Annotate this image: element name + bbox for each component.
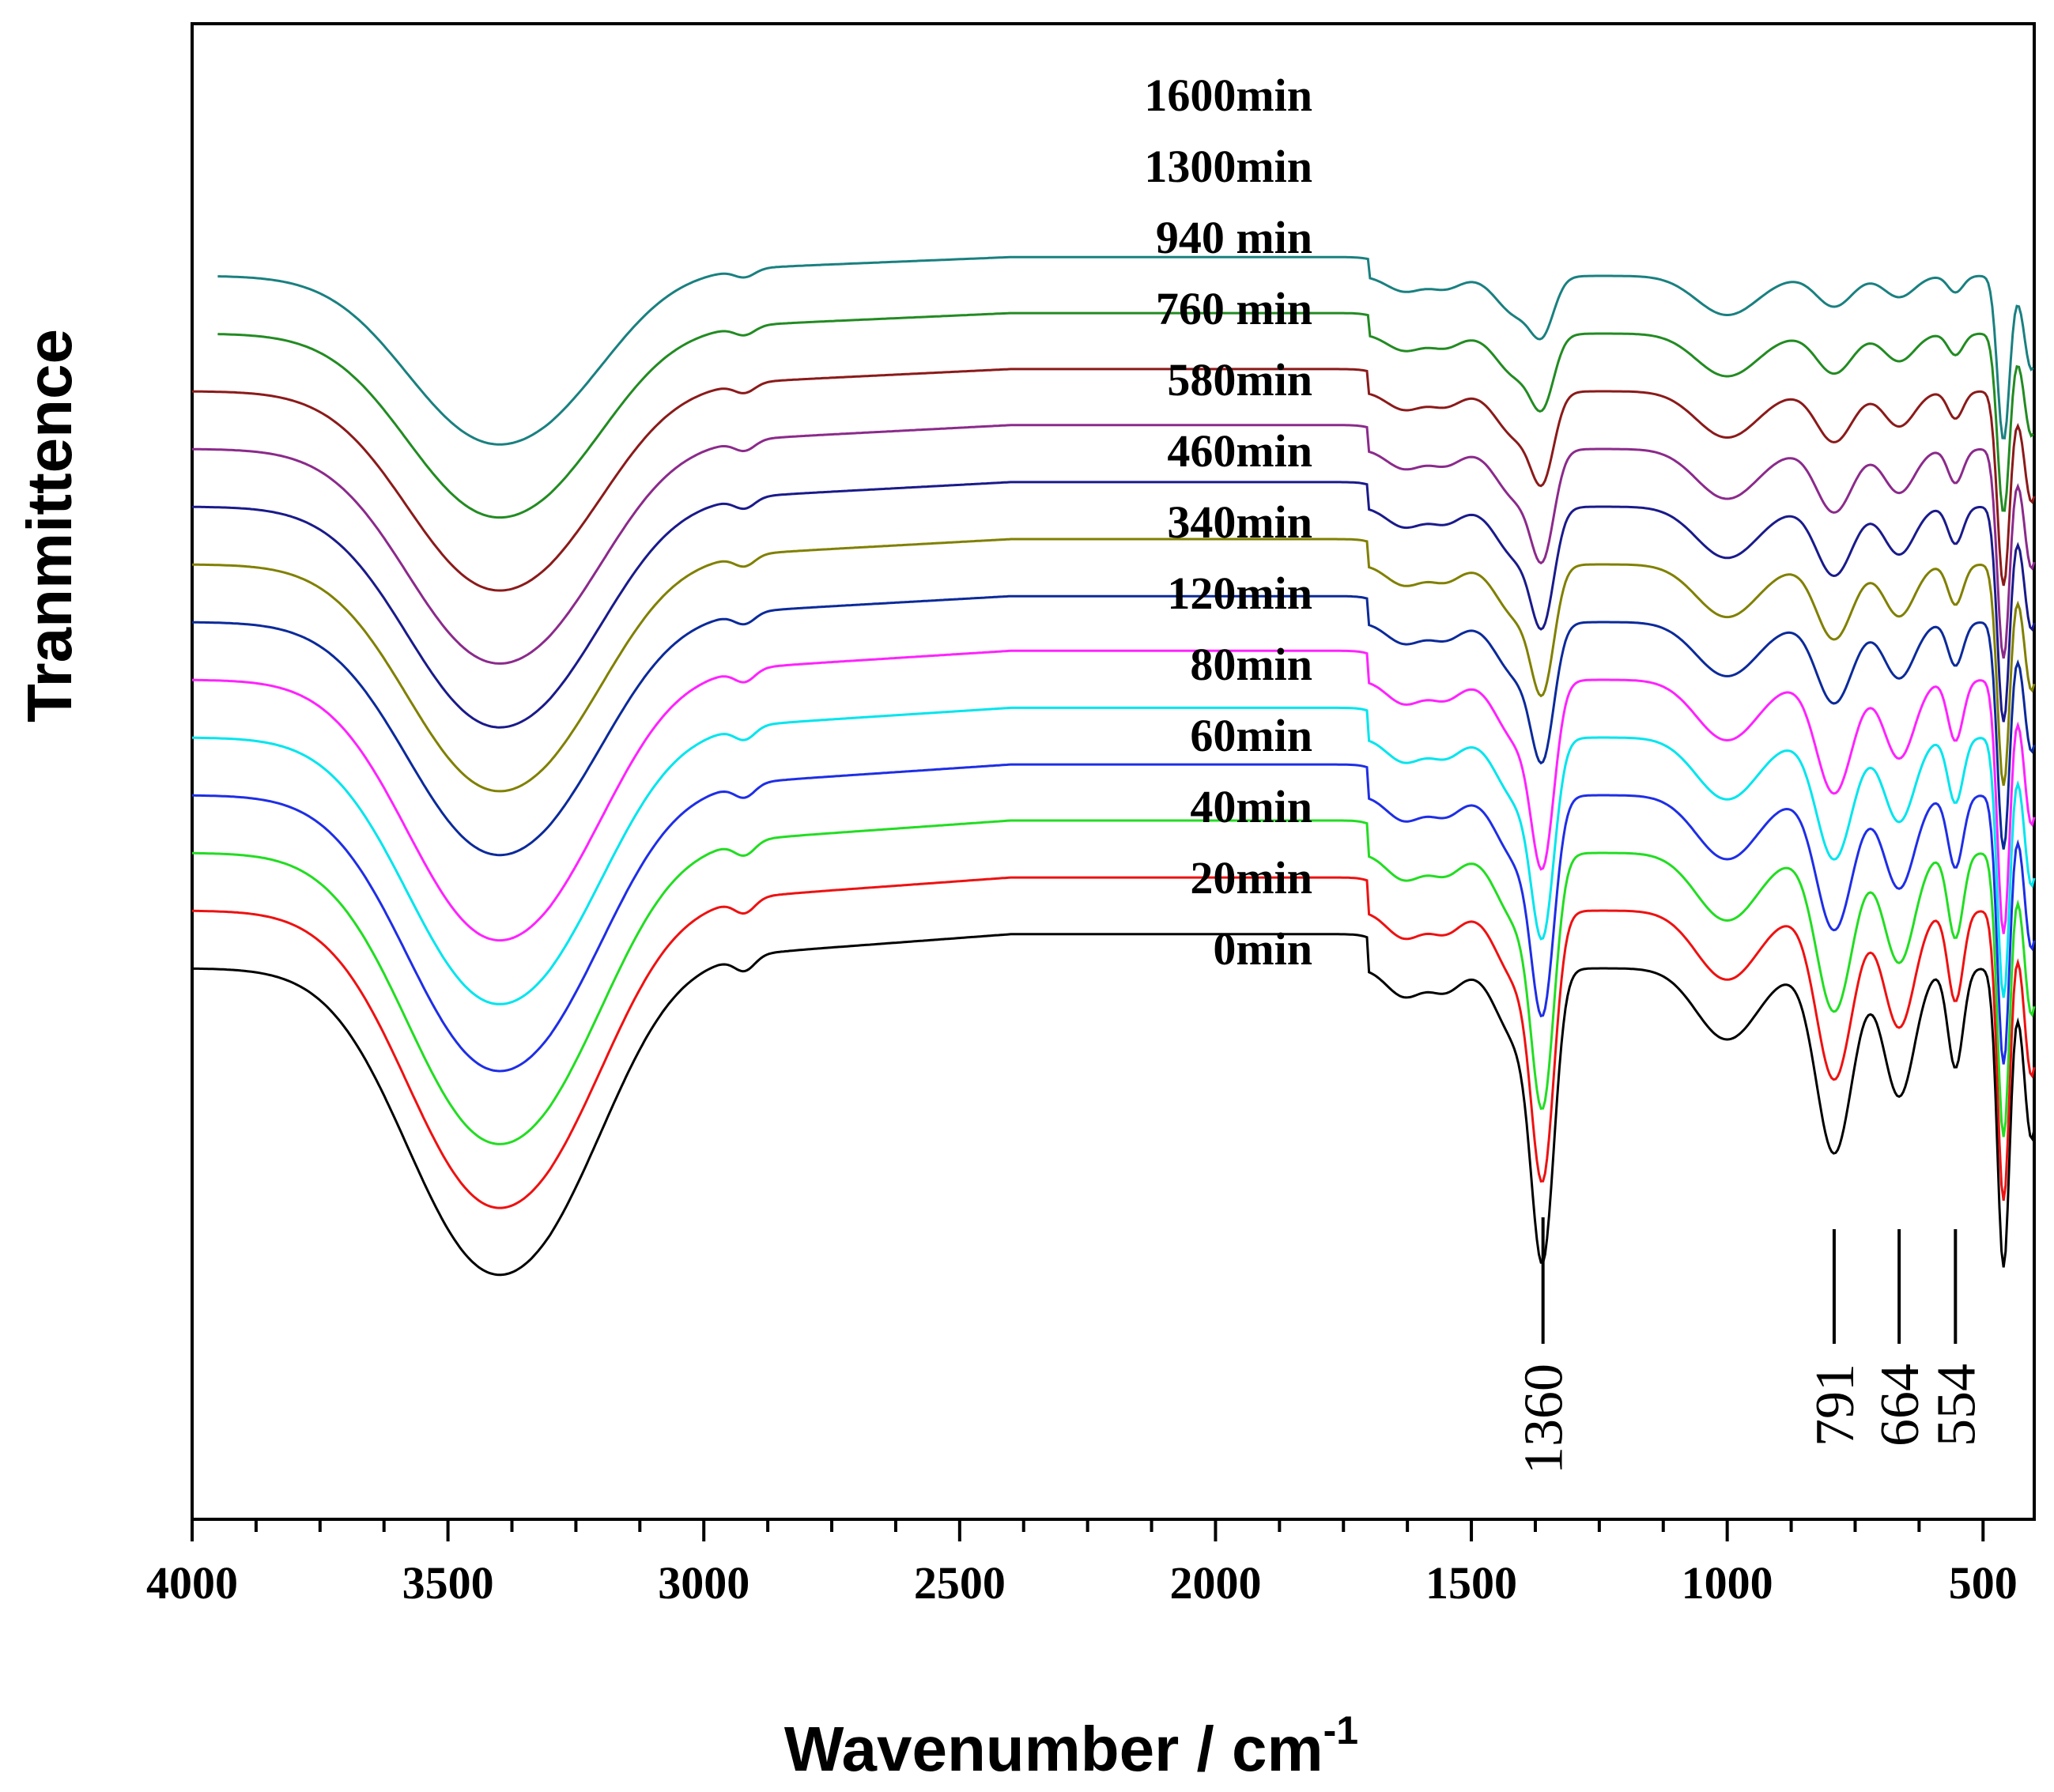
x-axis-ticks: 4000 3500 3000 2500 2000 1500 1000 500 bbox=[146, 1519, 2018, 1609]
series-line-580min bbox=[191, 481, 2036, 729]
series-line-940min bbox=[192, 368, 2036, 592]
series-label-760min: 760 min bbox=[1156, 283, 1312, 334]
peak-label-664: 664 bbox=[1870, 1364, 1931, 1447]
x-tick-label-1000: 1000 bbox=[1682, 1557, 1773, 1609]
x-tick-label-1500: 1500 bbox=[1425, 1557, 1517, 1609]
peak-label-791: 791 bbox=[1805, 1364, 1866, 1447]
x-tick-label-2000: 2000 bbox=[1169, 1557, 1261, 1609]
series-line-0min bbox=[191, 933, 2036, 1277]
series-label-20min: 20min bbox=[1190, 852, 1312, 904]
x-axis-title: Wavenumber / cm-1 bbox=[784, 1708, 1358, 1784]
series-label-460min: 460min bbox=[1167, 425, 1312, 477]
y-axis-title: Tranmittence bbox=[14, 329, 85, 722]
series-line-760min bbox=[192, 424, 2036, 665]
peak-label-554: 554 bbox=[1926, 1364, 1987, 1447]
series-line-60min bbox=[192, 763, 2036, 1073]
series-line-460min bbox=[191, 538, 2036, 793]
x-tick-label-2500: 2500 bbox=[914, 1557, 1006, 1609]
series-line-40min bbox=[192, 819, 2036, 1145]
x-tick-label-3500: 3500 bbox=[402, 1557, 494, 1609]
plot-frame bbox=[191, 22, 2036, 1521]
series-label-60min: 60min bbox=[1190, 710, 1312, 761]
x-tick-label-3000: 3000 bbox=[658, 1557, 749, 1609]
series-line-1600min bbox=[217, 255, 2034, 446]
x-tick-label-4000: 4000 bbox=[146, 1557, 238, 1609]
series-label-80min: 80min bbox=[1190, 639, 1312, 690]
series-label-120min: 120min bbox=[1167, 568, 1312, 619]
x-axis-title-main: Wavenumber / cm bbox=[784, 1714, 1323, 1784]
series-label-1300min: 1300min bbox=[1144, 141, 1312, 192]
series-label-340min: 340min bbox=[1167, 496, 1312, 548]
peak-label-1360: 1360 bbox=[1514, 1364, 1575, 1474]
series-label-1600min: 1600min bbox=[1144, 70, 1312, 121]
series-line-120min bbox=[192, 649, 2036, 942]
series-label-940min: 940 min bbox=[1156, 212, 1312, 263]
series-line-80min bbox=[192, 706, 2036, 1005]
series-line-20min bbox=[192, 876, 2036, 1209]
series-line-340min bbox=[191, 594, 2036, 857]
series-label-580min: 580min bbox=[1167, 354, 1312, 406]
series-layer bbox=[191, 255, 2036, 1277]
x-tick-label-500: 500 bbox=[1949, 1557, 2018, 1609]
series-line-1300min bbox=[217, 311, 2034, 519]
series-label-40min: 40min bbox=[1190, 781, 1312, 832]
x-axis-title-superscript: -1 bbox=[1323, 1708, 1358, 1752]
series-label-0min: 0min bbox=[1213, 923, 1312, 975]
series-label-layer: 1600min 1300min 940 min 760 min 580min 460min… bbox=[1144, 70, 1312, 975]
